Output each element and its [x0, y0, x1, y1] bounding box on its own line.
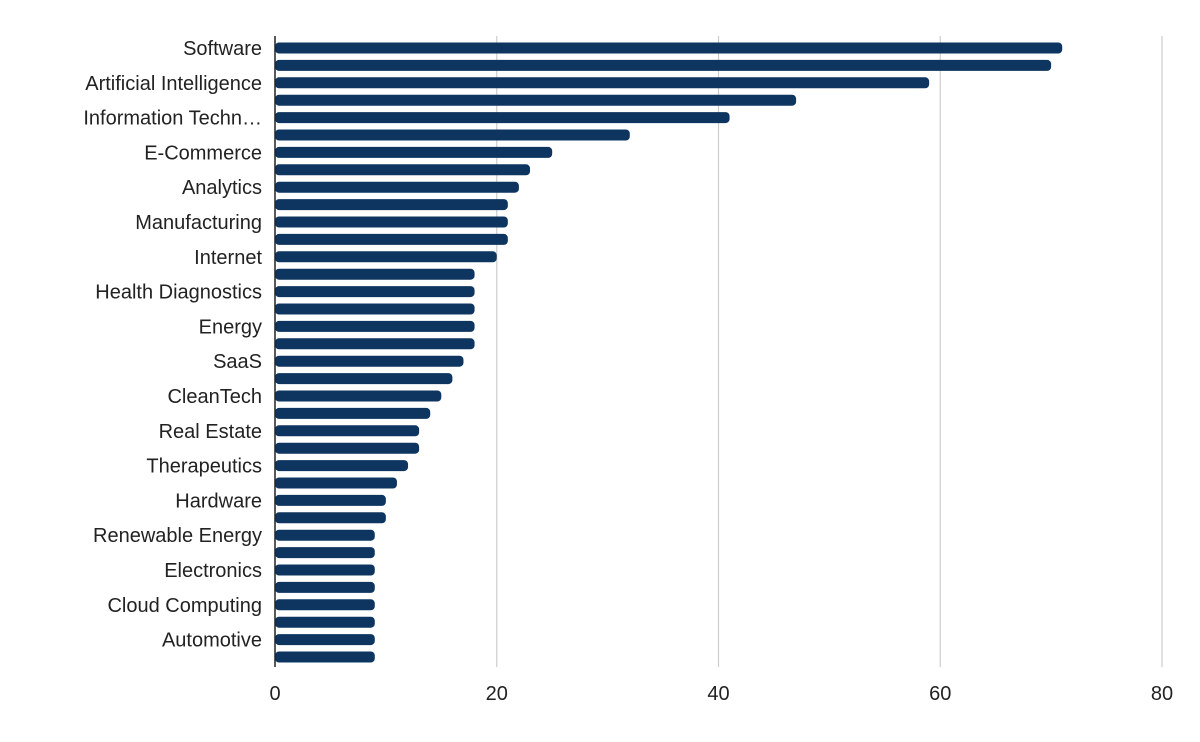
x-tick-labels: 0 20 40 60 80 — [269, 683, 1173, 705]
x-tick-label: 60 — [929, 683, 951, 705]
bar — [275, 581, 375, 593]
category-label: Information Techn… — [83, 108, 262, 130]
bar — [275, 634, 375, 646]
x-tick-label: 0 — [269, 683, 280, 705]
category-label: Cloud Computing — [107, 595, 262, 617]
category-label: Analytics — [182, 177, 262, 199]
x-tick-label: 40 — [707, 683, 729, 705]
bar — [275, 512, 386, 524]
grid-lines — [496, 36, 1163, 667]
category-label: Electronics — [164, 560, 262, 582]
bar — [275, 599, 375, 611]
bar — [275, 146, 553, 158]
category-label: Real Estate — [159, 421, 262, 443]
bar — [275, 233, 508, 245]
bar — [275, 164, 531, 176]
bar — [275, 477, 397, 489]
category-labels: Software Artificial Intelligence Informati… — [83, 38, 262, 652]
bar — [275, 390, 442, 402]
category-label: CleanTech — [167, 386, 262, 408]
bar — [275, 460, 409, 472]
bar — [275, 112, 730, 124]
bar — [275, 547, 375, 559]
bars — [275, 42, 1063, 663]
category-label: E-Commerce — [144, 142, 262, 164]
category-label: Automotive — [162, 630, 262, 652]
bar — [275, 181, 519, 193]
bar — [275, 129, 630, 141]
bar — [275, 494, 386, 506]
category-label: Internet — [194, 247, 262, 269]
category-label: Energy — [199, 316, 262, 338]
bar — [275, 355, 464, 367]
bar — [275, 268, 475, 280]
bar — [275, 77, 930, 89]
category-label: SaaS — [213, 351, 262, 373]
category-label: Renewable Energy — [93, 525, 262, 547]
bar — [275, 616, 375, 628]
bar — [275, 442, 420, 454]
category-label: Manufacturing — [135, 212, 262, 234]
bar — [275, 286, 475, 298]
bar — [275, 373, 453, 385]
x-tick-label: 80 — [1151, 683, 1173, 705]
bar — [275, 338, 475, 350]
bar — [275, 529, 375, 541]
bar — [275, 425, 420, 437]
bar — [275, 407, 431, 419]
bar — [275, 199, 508, 211]
bar — [275, 320, 475, 332]
bar — [275, 651, 375, 663]
bar — [275, 42, 1063, 54]
x-tick-label: 20 — [486, 683, 508, 705]
bar — [275, 303, 475, 315]
bar — [275, 251, 497, 263]
category-label: Software — [183, 38, 262, 60]
category-label: Health Diagnostics — [95, 282, 262, 304]
category-label: Hardware — [175, 490, 262, 512]
bar — [275, 59, 1052, 71]
category-label: Artificial Intelligence — [85, 73, 262, 95]
bar — [275, 564, 375, 576]
bar — [275, 94, 797, 106]
bar — [275, 216, 508, 228]
category-label: Therapeutics — [146, 456, 262, 478]
